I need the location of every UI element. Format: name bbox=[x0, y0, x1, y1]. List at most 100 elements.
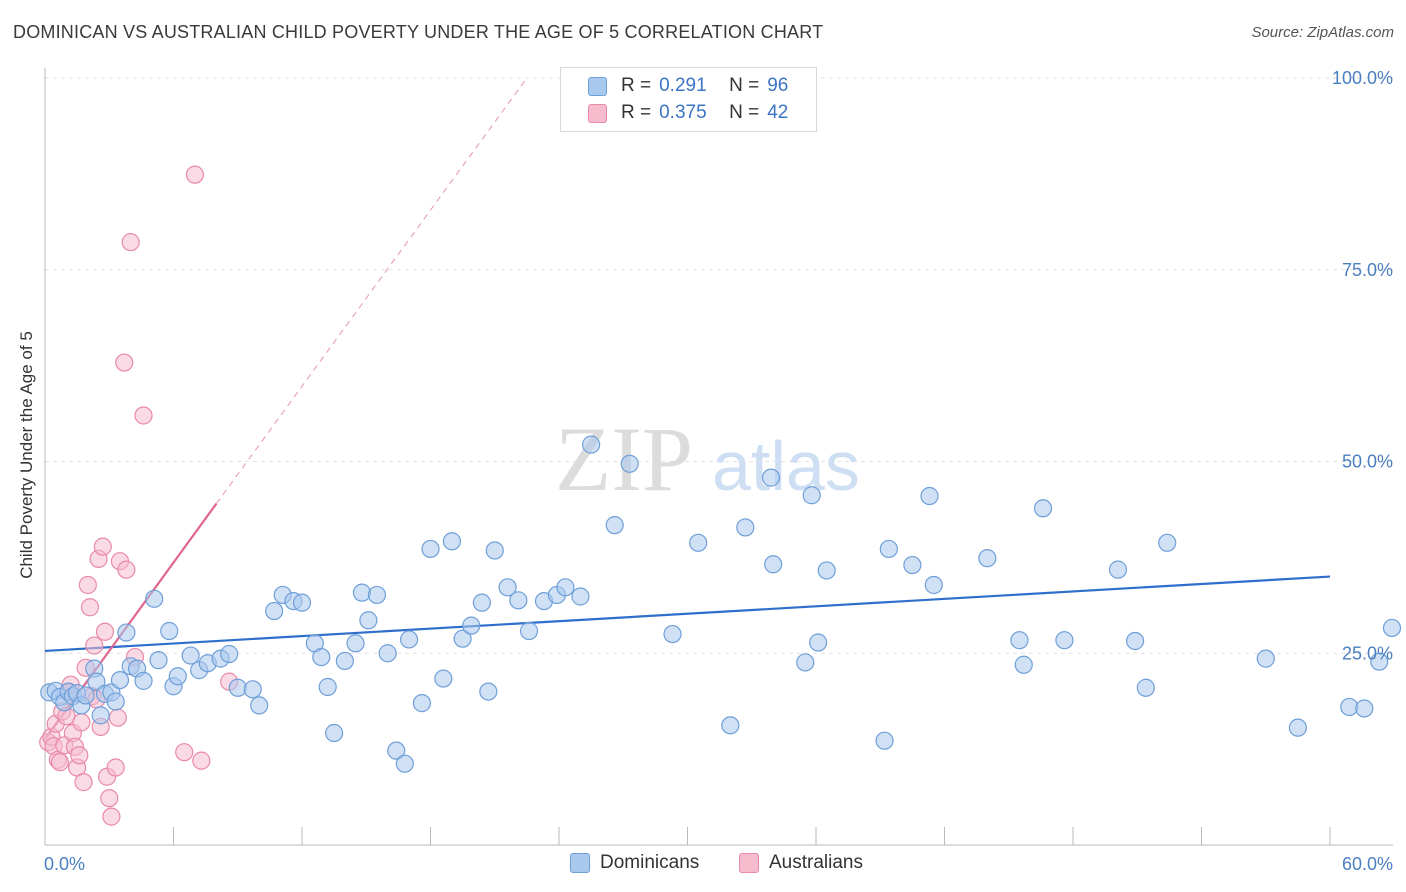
dominican-point-19[interactable] bbox=[134, 671, 153, 690]
dominican-point-22[interactable] bbox=[160, 621, 179, 641]
dominican-point-69[interactable] bbox=[663, 624, 682, 644]
dominican-point-25[interactable] bbox=[181, 646, 200, 665]
dominican-point-98[interactable] bbox=[1382, 618, 1402, 638]
australian-point-30[interactable] bbox=[106, 758, 125, 777]
dominican-point-94[interactable] bbox=[1288, 718, 1307, 737]
dominican-point-88[interactable] bbox=[1055, 631, 1074, 650]
australian-point-34[interactable] bbox=[121, 233, 140, 252]
dominican-point-85[interactable] bbox=[1010, 631, 1029, 650]
dominican-point-77[interactable] bbox=[809, 633, 828, 652]
dominican-point-70[interactable] bbox=[689, 533, 708, 552]
dominican-point-84[interactable] bbox=[978, 549, 997, 568]
dominican-point-33[interactable] bbox=[265, 601, 284, 621]
dominican-point-82[interactable] bbox=[920, 486, 939, 506]
dominican-point-52[interactable] bbox=[434, 669, 453, 688]
dominican-point-95[interactable] bbox=[1340, 697, 1359, 717]
dominican-point-11[interactable] bbox=[91, 706, 110, 725]
dominican-point-57[interactable] bbox=[479, 682, 498, 701]
australian-point-18[interactable] bbox=[78, 575, 97, 595]
dominican-point-51[interactable] bbox=[421, 539, 440, 559]
dominican-point-55[interactable] bbox=[462, 616, 481, 635]
dominican-point-8[interactable] bbox=[76, 686, 95, 705]
dominican-point-58[interactable] bbox=[485, 541, 504, 560]
dominican-point-41[interactable] bbox=[335, 651, 354, 671]
australian-point-28[interactable] bbox=[100, 789, 119, 808]
dominican-point-65[interactable] bbox=[571, 587, 590, 606]
dominican-point-39[interactable] bbox=[318, 677, 337, 697]
dominican-point-93[interactable] bbox=[1256, 649, 1275, 668]
australian-point-21[interactable] bbox=[85, 636, 104, 655]
dominican-point-74[interactable] bbox=[764, 555, 783, 574]
dominican-point-73[interactable] bbox=[761, 468, 781, 487]
dominican-point-96[interactable] bbox=[1355, 699, 1374, 718]
dominican-point-44[interactable] bbox=[359, 611, 378, 630]
dominican-point-91[interactable] bbox=[1136, 678, 1155, 697]
dominican-point-24[interactable] bbox=[168, 667, 187, 686]
dominican-point-64[interactable] bbox=[556, 578, 575, 597]
dominican-point-36[interactable] bbox=[292, 593, 312, 612]
australian-point-25[interactable] bbox=[93, 537, 112, 556]
dominican-point-68[interactable] bbox=[620, 454, 639, 473]
dominican-point-32[interactable] bbox=[250, 696, 269, 715]
dominican-point-66[interactable] bbox=[582, 435, 601, 454]
australian-point-14[interactable] bbox=[70, 746, 89, 765]
dominican-point-75[interactable] bbox=[796, 653, 815, 672]
dominican-point-83[interactable] bbox=[924, 575, 943, 595]
australian-point-39[interactable] bbox=[192, 751, 211, 770]
dominican-point-67[interactable] bbox=[605, 516, 624, 535]
dominican-point-60[interactable] bbox=[509, 591, 528, 610]
australian-point-31[interactable] bbox=[108, 708, 127, 727]
dominican-point-30[interactable] bbox=[228, 678, 247, 697]
dominican-point-20[interactable] bbox=[145, 589, 164, 608]
dominican-point-90[interactable] bbox=[1126, 631, 1145, 651]
dominican-point-56[interactable] bbox=[472, 593, 491, 612]
dominican-point-10[interactable] bbox=[87, 672, 106, 691]
australian-point-16[interactable] bbox=[74, 773, 93, 792]
dominican-point-87[interactable] bbox=[1033, 499, 1053, 518]
dominican-point-14[interactable] bbox=[106, 692, 125, 711]
dominican-point-89[interactable] bbox=[1108, 560, 1128, 579]
dominican-point-79[interactable] bbox=[875, 731, 894, 750]
dominican-point-42[interactable] bbox=[346, 634, 365, 653]
dominican-point-29[interactable] bbox=[220, 644, 239, 664]
dominican-point-40[interactable] bbox=[325, 723, 344, 743]
dominican-point-38[interactable] bbox=[312, 647, 331, 667]
australian-point-36[interactable] bbox=[134, 406, 153, 425]
dominican-point-53[interactable] bbox=[442, 532, 462, 551]
australian-point-29[interactable] bbox=[102, 807, 121, 826]
australian-point-19[interactable] bbox=[80, 598, 100, 617]
dominican-point-21[interactable] bbox=[149, 651, 168, 670]
legend-n-label: N = bbox=[729, 75, 760, 96]
dominican-point-86[interactable] bbox=[1014, 655, 1033, 674]
legend-item-dominicans[interactable]: Dominicans bbox=[570, 852, 699, 874]
dominican-point-80[interactable] bbox=[879, 539, 898, 559]
australian-point-26[interactable] bbox=[95, 622, 115, 641]
dominican-point-78[interactable] bbox=[817, 561, 836, 580]
australian-point-5[interactable] bbox=[50, 753, 70, 772]
dominican-point-61[interactable] bbox=[519, 621, 539, 641]
dominican-point-72[interactable] bbox=[736, 518, 755, 537]
dominican-point-45[interactable] bbox=[367, 585, 387, 605]
dominican-point-54[interactable] bbox=[453, 629, 472, 648]
dominican-point-71[interactable] bbox=[721, 716, 740, 735]
dominican-point-48[interactable] bbox=[395, 754, 414, 773]
australian-point-38[interactable] bbox=[185, 165, 205, 184]
legend-item-australians[interactable]: Australians bbox=[739, 852, 863, 874]
australian-point-15[interactable] bbox=[72, 713, 91, 732]
dominican-point-46[interactable] bbox=[378, 644, 397, 663]
dominican-point-15[interactable] bbox=[110, 670, 130, 690]
australian-point-37[interactable] bbox=[175, 743, 194, 762]
dominican-point-50[interactable] bbox=[412, 694, 432, 713]
australian-point-33[interactable] bbox=[115, 353, 134, 372]
dominican-point-16[interactable] bbox=[117, 623, 136, 642]
dominican-point-76[interactable] bbox=[802, 486, 821, 505]
dominican-point-59[interactable] bbox=[498, 578, 517, 597]
dominican-point-97[interactable] bbox=[1370, 652, 1389, 671]
dominican-point-92[interactable] bbox=[1158, 533, 1177, 552]
dominican-point-49[interactable] bbox=[399, 630, 419, 649]
dominican-point-31[interactable] bbox=[243, 680, 262, 699]
australian-point-41[interactable] bbox=[117, 560, 136, 579]
dominican-point-43[interactable] bbox=[352, 583, 372, 602]
dominican-point-81[interactable] bbox=[903, 555, 922, 575]
dominican-point-47[interactable] bbox=[387, 741, 406, 760]
